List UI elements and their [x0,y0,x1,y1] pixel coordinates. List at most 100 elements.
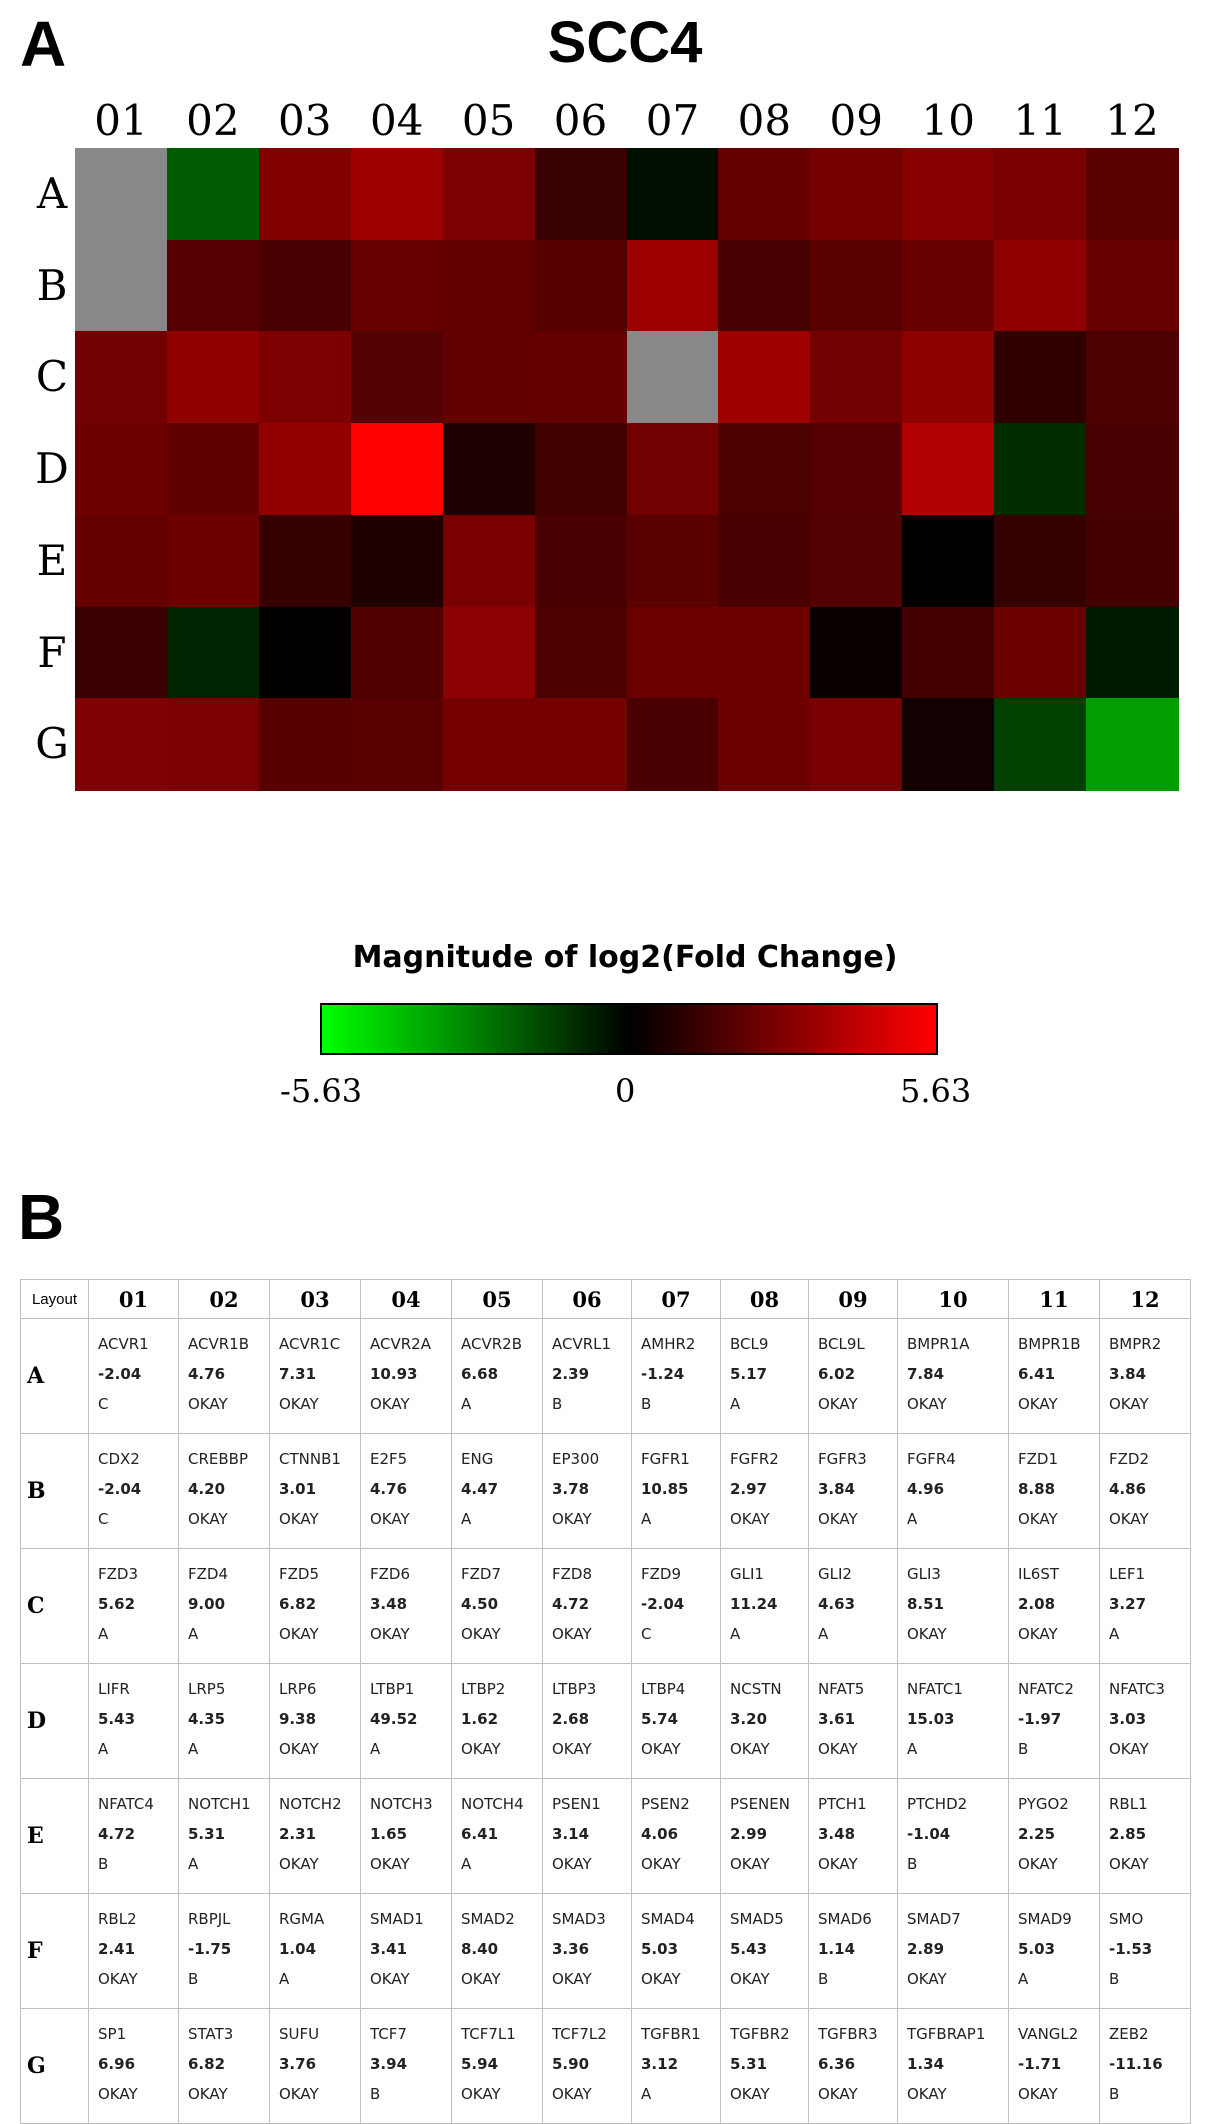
gene-value: 5.03 [641,1940,679,1958]
table-column-header: 09 [808,1279,898,1319]
gene-name: LIFR [98,1680,130,1698]
table-cell: TCF7 3.94 B [360,2008,452,2124]
table-cell: FZD7 4.50 OKAY [451,1548,543,1664]
gene-value: 3.36 [552,1940,590,1958]
gene-status: A [461,1395,472,1413]
heatmap-cell [258,239,352,333]
gene-status: OKAY [730,1740,770,1758]
table-cell: FZD8 4.72 OKAY [542,1548,632,1664]
heatmap-cell [902,331,995,424]
gene-status: A [730,1395,741,1413]
heatmap-cell [75,698,168,791]
heatmap-cell [442,698,536,791]
gene-status: OKAY [730,1510,770,1528]
gene-status: OKAY [98,2085,138,2103]
gene-name: PSENEN [730,1795,790,1813]
heatmap-cell [902,514,995,608]
gene-name: NOTCH3 [370,1795,433,1813]
heatmap-cell [534,423,628,516]
gene-status: A [461,1855,472,1873]
heatmap-column-label: 03 [278,96,332,145]
gene-name: RBL1 [1109,1795,1148,1813]
heatmap-cell [994,606,1087,699]
gene-value: 15.03 [907,1710,955,1728]
gene-value: 3.76 [279,2055,317,2073]
heatmap-row-label: E [36,535,68,585]
gene-value: -1.24 [641,1365,685,1383]
gene-name: TGFBR2 [730,2025,790,2043]
colorbar-title: Magnitude of log2(Fold Change) [352,940,898,975]
colorbar-mid-label: 0 [615,1072,636,1110]
gene-status: OKAY [641,1740,681,1758]
table-cell: RBL2 2.41 OKAY [88,1893,179,2009]
gene-status: A [98,1625,109,1643]
heatmap-cell [166,423,260,516]
table-cell: ENG 4.47 A [451,1433,543,1549]
colorbar [320,1003,938,1055]
gene-value: 5.43 [98,1710,136,1728]
table-cell: GLI3 8.51 OKAY [897,1548,1009,1664]
gene-value: 2.08 [1018,1595,1056,1613]
table-cell: SMO -1.53 B [1099,1893,1191,2009]
gene-value: -2.04 [98,1365,142,1383]
heatmap-cell [534,239,628,333]
table-cell: NOTCH3 1.65 OKAY [360,1778,452,1894]
table-cell: FZD5 6.82 OKAY [269,1548,361,1664]
gene-status: OKAY [188,1510,228,1528]
gene-value: 10.93 [370,1365,418,1383]
gene-name: LRP5 [188,1680,226,1698]
gene-name: CDX2 [98,1450,140,1468]
gene-status: OKAY [1109,1855,1149,1873]
gene-name: PTCH1 [818,1795,867,1813]
gene-name: SMAD5 [730,1910,784,1928]
heatmap-cell [75,148,168,241]
heatmap-cell [994,423,1087,516]
gene-layout-table: Layout 01 02 03 04 05 06 07 08 09 10 11 12 A ACVR1 -2.… [20,1279,1191,2124]
heatmap-cell [718,239,811,333]
table-cell: VANGL2 -1.71 OKAY [1008,2008,1100,2124]
gene-name: BMPR1A [907,1335,970,1353]
heatmap-cell [166,606,260,699]
heatmap-column-label: 07 [645,96,700,145]
gene-value: 2.99 [730,1825,768,1843]
heatmap-cell [626,698,720,791]
gene-name: TGFBR3 [818,2025,878,2043]
gene-status: OKAY [461,1970,501,1988]
gene-status: OKAY [1018,1510,1058,1528]
gene-value: 5.62 [98,1595,136,1613]
gene-value: 6.02 [818,1365,856,1383]
heatmap-grid [75,148,1179,791]
gene-name: NOTCH4 [461,1795,524,1813]
heatmap-cell [534,606,628,699]
table-cell: IL6ST 2.08 OKAY [1008,1548,1100,1664]
gene-value: 1.34 [907,2055,945,2073]
heatmap-cell [1086,148,1179,241]
gene-value: 9.00 [188,1595,226,1613]
gene-value: 3.20 [730,1710,768,1728]
heatmap-cell [994,331,1087,424]
gene-name: GLI2 [818,1565,852,1583]
heatmap-column-label: 05 [461,96,516,145]
gene-value: 6.36 [818,2055,856,2073]
gene-value: 49.52 [370,1710,418,1728]
heatmap-cell [166,239,260,333]
heatmap-cell [534,698,628,791]
table-cell: LTBP4 5.74 OKAY [631,1663,721,1779]
gene-status: B [98,1855,109,1873]
gene-name: GLI1 [730,1565,764,1583]
heatmap-column-label: 06 [553,96,608,145]
gene-name: LTBP4 [641,1680,686,1698]
gene-name: TCF7L2 [552,2025,607,2043]
gene-status: OKAY [461,1740,501,1758]
gene-status: A [1109,1625,1120,1643]
gene-name: SMAD1 [370,1910,424,1928]
gene-status: OKAY [279,2085,319,2103]
gene-name: PTCHD2 [907,1795,968,1813]
gene-name: FZD7 [461,1565,501,1583]
table-cell: LRP6 9.38 OKAY [269,1663,361,1779]
gene-value: 5.43 [730,1940,768,1958]
gene-status: OKAY [818,2085,858,2103]
heatmap-cell [442,148,536,241]
table-cell: SP1 6.96 OKAY [88,2008,179,2124]
table-cell: ACVR2A 10.93 OKAY [360,1318,452,1434]
